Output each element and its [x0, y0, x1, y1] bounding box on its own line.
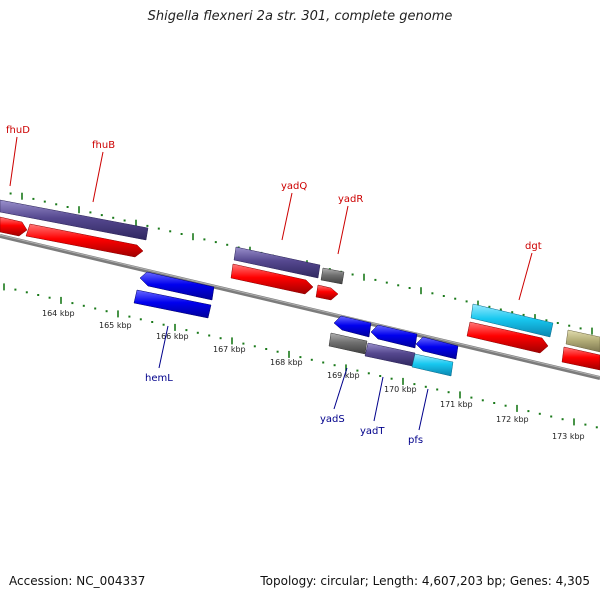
kbp-label: 165 kbp	[99, 321, 132, 330]
kbp-label: 169 kbp	[327, 371, 360, 380]
forward-gene-labels: fhuD fhuB yadQ yadR dgt	[6, 125, 542, 252]
kbp-ruler-labels: 164 kbp 165 kbp 166 kbp 167 kbp 168 kbp …	[42, 309, 585, 441]
gene-dgt-arrow[interactable]	[466, 321, 549, 354]
gene-yadT-arrow[interactable]	[370, 324, 418, 349]
kbp-label: 172 kbp	[496, 415, 529, 424]
gene-label-yadS[interactable]: yadS	[320, 414, 345, 425]
genome-backbone	[0, 234, 600, 380]
forward-label-leaders	[9, 136, 533, 301]
kbp-label: 171 kbp	[440, 400, 473, 409]
accession-label: Accession: NC_004337	[9, 574, 146, 588]
gene-fhuB-bar[interactable]	[0, 199, 149, 241]
gene-label-yadQ[interactable]: yadQ	[281, 181, 307, 192]
gene-pfs-arrow[interactable]	[415, 336, 459, 360]
gene-yadR-arrow[interactable]	[315, 284, 339, 301]
kbp-label: 173 kbp	[552, 432, 585, 441]
kbp-label: 168 kbp	[270, 358, 303, 367]
gene-yadQ-arrow[interactable]	[230, 263, 314, 295]
gene-fhuD-arrow[interactable]	[0, 216, 28, 237]
gene-edge-arrow[interactable]	[561, 346, 600, 371]
page-title: Shigella flexneri 2a str. 301, complete …	[147, 9, 453, 24]
gene-label-yadR[interactable]: yadR	[338, 194, 363, 205]
lower-tick-ruler	[3, 283, 598, 429]
gene-olive-bar[interactable]	[565, 329, 600, 353]
gene-label-fhuD[interactable]: fhuD	[6, 125, 30, 136]
gene-label-yadT[interactable]: yadT	[360, 426, 385, 437]
reverse-gene-labels: hemL yadS yadT pfs	[145, 373, 423, 446]
kbp-label: 166 kbp	[156, 332, 189, 341]
gene-yadT-bar[interactable]	[364, 342, 416, 367]
kbp-label: 170 kbp	[384, 385, 417, 394]
gene-fhuB-arrow[interactable]	[25, 223, 144, 258]
kbp-label: 164 kbp	[42, 309, 75, 318]
gene-yadQ-bar[interactable]	[233, 246, 321, 279]
gene-label-fhuB[interactable]: fhuB	[92, 140, 115, 151]
genome-summary: Topology: circular; Length: 4,607,203 bp…	[260, 574, 590, 588]
gene-hemL-arrow-upper[interactable]	[139, 271, 215, 301]
gene-yadR-bar[interactable]	[320, 267, 345, 285]
gene-hemL-bar-lower[interactable]	[133, 289, 212, 319]
gene-dgt-bar[interactable]	[470, 303, 554, 338]
gene-pfs-bar[interactable]	[411, 353, 454, 377]
genome-backbone-highlight	[0, 234, 600, 378]
gene-label-hemL[interactable]: hemL	[145, 373, 173, 384]
gene-label-dgt[interactable]: dgt	[525, 241, 542, 252]
kbp-label: 167 kbp	[213, 345, 246, 354]
reverse-label-leaders	[158, 325, 429, 431]
gene-label-pfs[interactable]: pfs	[408, 435, 423, 446]
gene-yadS-bar[interactable]	[328, 332, 368, 355]
gene-yadS-arrow[interactable]	[333, 315, 372, 338]
